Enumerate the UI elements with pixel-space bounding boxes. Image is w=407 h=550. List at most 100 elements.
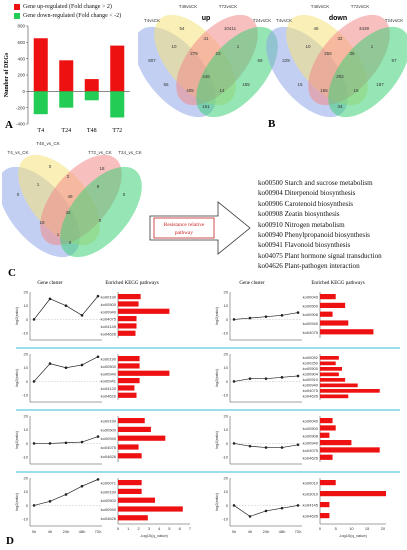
cluster-point (280, 376, 284, 379)
kegg-pathway-label: ko00500 (303, 303, 319, 308)
kegg-bar-ko00941 (118, 378, 140, 384)
kegg-bar-ko00052 (320, 356, 339, 360)
cluster-y-tick: 20 (224, 289, 229, 294)
cluster-point (32, 318, 36, 321)
cluster-y-tick: 10 (224, 365, 229, 370)
kegg-pathway-label: ko00040 (303, 295, 319, 300)
kegg-bar-ko03010 (320, 491, 386, 497)
cluster-point (80, 484, 84, 488)
cluster-point (64, 304, 68, 308)
cluster-point (232, 504, 236, 507)
cluster-y-label: log2(ratio) (214, 492, 219, 511)
venn-region-count: 0 (99, 218, 102, 223)
cluster-y-tick: -10 (22, 331, 29, 336)
kegg-pathway-label: ko04626 (101, 454, 117, 459)
kegg-bar-ko00190 (118, 356, 140, 362)
bar-down-T72 (110, 91, 125, 118)
kegg-x-tick: 7 (189, 526, 192, 531)
kegg-bar-ko00904 (320, 372, 339, 377)
kegg-bar-ko00906 (320, 311, 333, 317)
kegg-bar-ko04626 (118, 453, 142, 459)
kegg-x-label: -log10(q_value) (140, 533, 168, 538)
x-tick-label: T24 (61, 128, 71, 134)
venn-region-count: 9 (97, 184, 100, 189)
kegg-bar-ko00500 (320, 367, 342, 371)
venn-region-count: 279 (190, 51, 198, 56)
venn-region-count: 1 (237, 44, 240, 49)
venn-region-count: 32 (337, 36, 343, 41)
kegg-bar-ko00500 (320, 425, 336, 431)
kegg-pathway-label: ko00500 (303, 366, 319, 371)
cluster-point (232, 442, 236, 445)
kegg-bar-ko04626 (118, 330, 136, 336)
bar-up-T24 (59, 60, 74, 92)
cluster-y-label: log2(ratio) (214, 368, 219, 387)
kegg-bar-ko00190 (118, 488, 142, 494)
kegg-pathway-label: ko04626 (101, 516, 117, 521)
time-tick-label: 72h (95, 529, 102, 534)
cluster-point (248, 316, 252, 320)
cluster-point (48, 442, 52, 445)
cluster-point (80, 314, 84, 317)
venn-set-label: T4_vs_CK (7, 150, 28, 155)
cluster-point (232, 318, 236, 321)
venn-set-3 (328, 26, 407, 118)
kegg-pathway-label: ko04075 (101, 317, 117, 322)
cluster-y-label: log2(ratio) (14, 368, 19, 387)
cluster-y-tick: 20 (24, 351, 29, 356)
kegg-x-tick: 3 (148, 526, 151, 531)
down-legend-swatch (14, 12, 20, 19)
venn-region-count: 0 (123, 192, 126, 197)
venn-region-count: 1 (57, 232, 60, 237)
cluster-point (264, 377, 268, 380)
cluster-y-label: log2(ratio) (14, 306, 19, 325)
venn-region-count: 807 (148, 58, 156, 63)
kegg-pathway-label: ko00190 (101, 295, 117, 300)
venn-region-count: 151 (202, 104, 210, 109)
cluster-y-tick: -10 (22, 517, 29, 522)
kegg-x-label: -log10(q_value) (339, 533, 367, 538)
y-tick-label: 800 (17, 24, 25, 29)
venn-set-3 (196, 26, 278, 118)
cluster-y-tick: 0 (226, 317, 229, 322)
kegg-bar-ko00910 (320, 378, 346, 382)
kegg-bar-ko04075 (118, 316, 137, 322)
cluster-y-tick: 20 (224, 351, 229, 356)
panel-letter-d: D (6, 535, 14, 547)
time-tick-label: 4h (248, 529, 252, 534)
kegg-x-tick: 0 (319, 526, 322, 531)
venn-region-count: 1 (371, 44, 374, 49)
bar-up-T72 (110, 45, 125, 92)
cluster-point (96, 355, 100, 359)
kegg-bar-ko00940 (118, 435, 166, 441)
kegg-bar-ko00040 (320, 294, 336, 300)
venn-region-count: 1 (37, 182, 40, 187)
svg-text:Resistance relative: Resistance relative (164, 222, 205, 228)
kegg-bar-ko00940 (320, 383, 358, 388)
kegg-bar-ko04075 (118, 444, 139, 450)
panel-letter-b: B (268, 118, 276, 130)
time-tick-label: 4h (48, 529, 52, 534)
kegg-bar-ko00500 (118, 301, 139, 307)
venn-region-count: 34 (337, 104, 343, 109)
kegg-pathway-label: ko04626 (303, 514, 319, 519)
cluster-point (32, 504, 36, 507)
cluster-point (48, 362, 52, 365)
svg-text:pathway: pathway (175, 230, 194, 236)
pathway-list: ko00500 Starch and sucrose metabolism ko0… (258, 178, 406, 272)
kegg-pathway-label: ko00908 (303, 433, 319, 438)
kegg-pathway-label: ko04145 (303, 503, 319, 508)
kegg-pathway-label: ko00040 (303, 419, 319, 424)
x-tick-label: T48 (87, 128, 97, 134)
degs-bar-chart: 800 600 400 200 0 -200 -400 Number of DEGs T4 T24… (4, 24, 130, 134)
kegg-pathway-label: ko00940 (101, 309, 117, 314)
panel-letter-a: A (5, 119, 13, 131)
venn-region-count: 3439 (359, 26, 370, 31)
kegg-pathway-label: ko04626 (303, 455, 319, 460)
kegg-pathway-label: ko04145 (101, 324, 117, 329)
kegg-bar-ko04626 (320, 454, 333, 460)
venn-region-count: 97 (391, 58, 397, 63)
cluster-point (96, 435, 100, 438)
kegg-bar-ko04626 (118, 392, 137, 398)
kegg-x-tick: 15 (365, 526, 370, 531)
